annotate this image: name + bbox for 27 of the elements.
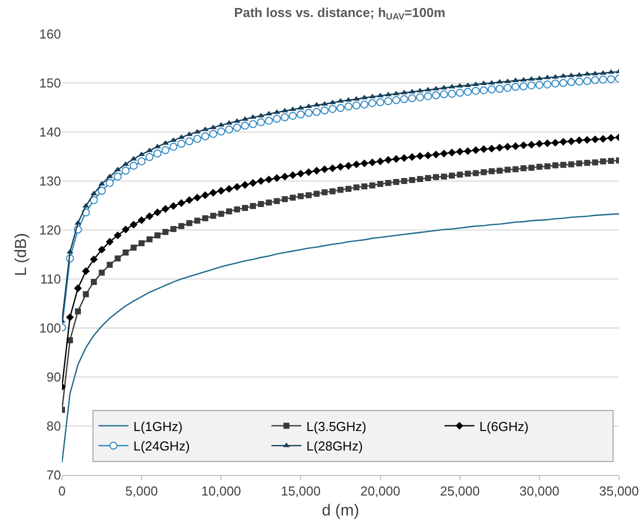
y-tick-label: 100 [39, 320, 61, 336]
y-tick-label: 110 [40, 272, 61, 287]
legend-label: L(1GHz) [133, 418, 183, 434]
legend-label: L(24GHz) [133, 438, 190, 454]
y-tick-label: 130 [39, 174, 61, 189]
y-axis-title: L (dB) [13, 233, 30, 276]
x-tick-label: 30,000 [520, 484, 560, 499]
x-axis-title: d (m) [322, 502, 360, 520]
x-tick-label: 15,000 [280, 484, 321, 499]
y-tick-label: 90 [46, 370, 61, 385]
y-tick-label: 160 [39, 26, 61, 42]
legend-label: L(3.5GHz) [306, 418, 366, 434]
y-tick-label: 120 [39, 222, 61, 238]
x-tick-label: 20,000 [360, 484, 400, 499]
y-tick-label: 70 [46, 468, 61, 483]
y-tick-label: 140 [39, 124, 61, 140]
x-tick-label: 5,000 [125, 484, 158, 499]
y-tick-label: 80 [46, 418, 61, 434]
line-series [62, 213, 619, 464]
x-tick-label: 10,000 [201, 484, 242, 499]
legend-label: L(28GHz) [306, 438, 363, 454]
y-tick-label: 150 [39, 76, 61, 91]
x-tick-label: 0 [58, 484, 66, 499]
chart-title: Path loss vs. distance; h$_{UAV}$=100m [234, 5, 446, 22]
x-tick-label: 25,000 [440, 484, 480, 499]
legend-label: L(6GHz) [479, 418, 529, 434]
x-tick-label: 35,000 [599, 484, 639, 499]
